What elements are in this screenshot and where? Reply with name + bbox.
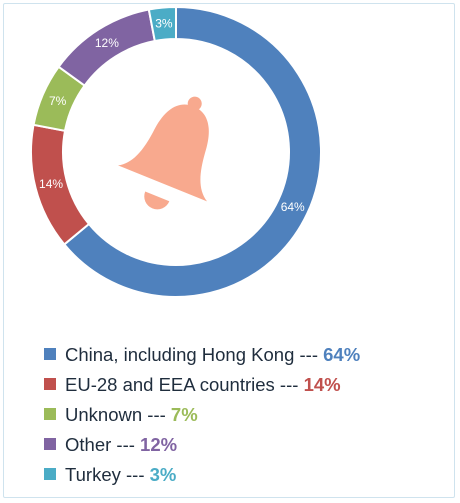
legend-item-china: China, including Hong Kong --- 64% <box>44 340 360 370</box>
slice-label-turkey: 3% <box>155 17 173 31</box>
legend-item-turkey: Turkey --- 3% <box>44 460 360 490</box>
legend-value-eu28-eea: 14% <box>303 374 341 395</box>
donut-slice-turkey <box>147 5 177 43</box>
bell-icon <box>118 96 209 210</box>
donut-slice-labels: 64% 14% 7% 12% 3% <box>39 17 305 214</box>
legend-swatch-turkey <box>44 468 56 480</box>
legend-swatch-china <box>44 348 56 360</box>
slice-label-china: 64% <box>281 200 305 214</box>
legend-label-china: China, including Hong Kong <box>65 344 295 365</box>
legend-separator: --- <box>274 374 304 395</box>
slice-label-other: 12% <box>95 36 119 50</box>
legend-separator: --- <box>120 464 150 485</box>
legend-value-turkey: 3% <box>149 464 177 485</box>
legend-separator: --- <box>142 404 171 425</box>
legend-label-unknown: Unknown <box>65 404 143 425</box>
legend-item-eu28-eea: EU-28 and EEA countries --- 14% <box>44 370 360 400</box>
legend-label-other: Other <box>65 434 112 455</box>
legend-separator: --- <box>111 434 141 455</box>
legend-value-unknown: 7% <box>170 404 198 425</box>
legend-label-eu28-eea: EU-28 and EEA countries <box>65 374 275 395</box>
slice-label-eu28-eea: 14% <box>39 177 63 191</box>
legend-swatch-unknown <box>44 408 56 420</box>
slice-label-unknown: 7% <box>49 94 67 108</box>
legend-separator: --- <box>294 344 324 365</box>
donut-slice-china <box>62 5 322 298</box>
legend-label-turkey: Turkey <box>65 464 121 485</box>
legend-swatch-eu28-eea <box>44 378 56 390</box>
legend-value-china: 64% <box>323 344 361 365</box>
chart-legend: China, including Hong Kong --- 64% EU-28… <box>44 340 360 490</box>
donut-slices <box>30 5 322 298</box>
legend-item-other: Other --- 12% <box>44 430 360 460</box>
legend-value-other: 12% <box>140 434 178 455</box>
legend-item-unknown: Unknown --- 7% <box>44 400 360 430</box>
legend-swatch-other <box>44 438 56 450</box>
